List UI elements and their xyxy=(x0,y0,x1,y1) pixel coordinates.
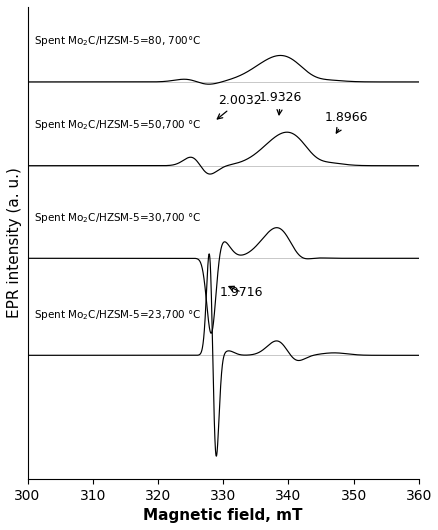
Text: Spent Mo$_2$C/HZSM-5=50,700 °C: Spent Mo$_2$C/HZSM-5=50,700 °C xyxy=(34,118,201,132)
Text: 1.8966: 1.8966 xyxy=(324,111,367,133)
Text: 1.9716: 1.9716 xyxy=(219,286,263,299)
Text: Spent Mo$_2$C/HZSM-5=80, 700°C: Spent Mo$_2$C/HZSM-5=80, 700°C xyxy=(34,34,201,48)
Text: Spent Mo$_2$C/HZSM-5=30,700 °C: Spent Mo$_2$C/HZSM-5=30,700 °C xyxy=(34,211,201,225)
X-axis label: Magnetic field, mT: Magnetic field, mT xyxy=(143,508,302,523)
Text: 2.0032: 2.0032 xyxy=(217,94,261,119)
Text: Spent Mo$_2$C/HZSM-5=23,700 °C: Spent Mo$_2$C/HZSM-5=23,700 °C xyxy=(34,308,201,322)
Y-axis label: EPR intensity (a. u.): EPR intensity (a. u.) xyxy=(7,167,22,319)
Text: 1.9326: 1.9326 xyxy=(258,91,302,115)
